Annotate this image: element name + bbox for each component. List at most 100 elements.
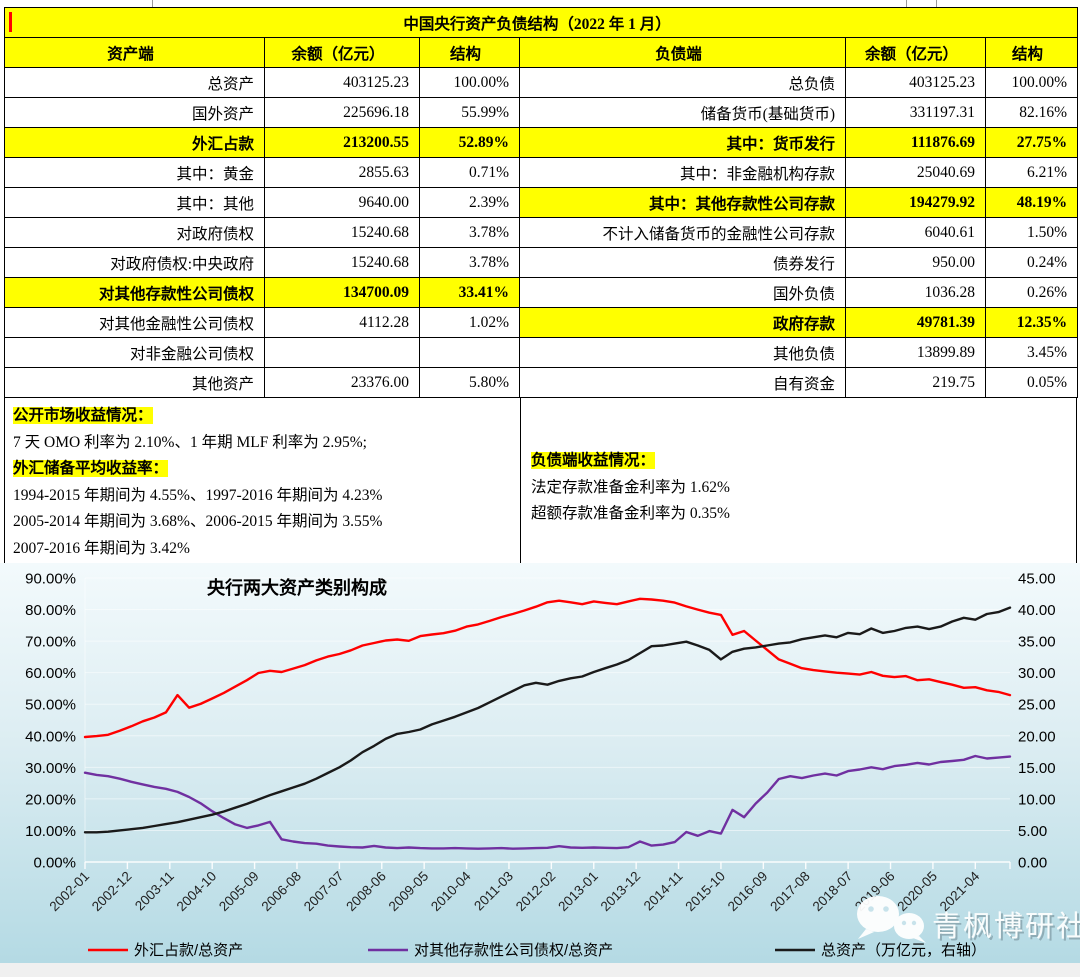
- notes-heading-open-market: 公开市场收益情况：: [13, 407, 153, 424]
- svg-text:80.00%: 80.00%: [25, 602, 76, 619]
- liability-name-cell: 其中：货币发行: [519, 127, 846, 158]
- asset-share-cell: 2.39%: [419, 187, 520, 218]
- bottom-strip: [0, 963, 1080, 977]
- notes-fx-yield-line3: 2007-2016 年期间为 3.42%: [13, 539, 190, 557]
- liability-balance-cell: 331197.31: [845, 97, 986, 128]
- liability-balance-cell: 1036.28: [845, 277, 986, 308]
- header-asset-balance: 余额（亿元）: [264, 37, 420, 68]
- legend-label: 对其他存款性公司债权/总资产: [414, 942, 613, 959]
- asset-share-cell: 100.00%: [419, 67, 520, 98]
- watermark-text: 青枫博研社: [932, 910, 1080, 943]
- watermark-text-shadow: 青枫博研社: [934, 912, 1080, 945]
- notes-heading-fx-reserve-yield: 外汇储备平均收益率：: [13, 460, 169, 477]
- liability-share-cell: 27.75%: [984, 127, 1079, 158]
- table-header-row: 资产端 余额（亿元） 结构 负债端 余额（亿元） 结构: [4, 37, 1079, 68]
- liability-share-cell: 0.24%: [984, 247, 1079, 278]
- svg-text:45.00: 45.00: [1018, 571, 1056, 588]
- asset-share-cell: 33.41%: [419, 277, 520, 308]
- svg-text:5.00: 5.00: [1018, 823, 1047, 840]
- header-asset-side: 资产端: [4, 37, 265, 68]
- svg-text:0.00%: 0.00%: [33, 855, 76, 872]
- header-asset-share: 结构: [419, 37, 520, 68]
- liability-balance-cell: 25040.69: [845, 157, 986, 188]
- legend-label: 外汇占款/总资产: [134, 942, 243, 959]
- asset-name-cell: 对其他存款性公司债权: [4, 277, 265, 308]
- asset-balance-cell: 134700.09: [264, 277, 420, 308]
- notes-liability-side: 负债端收益情况： 法定存款准备金利率为 1.62% 超额存款准备金利率为 0.3…: [521, 398, 1076, 564]
- liability-balance-cell: 950.00: [845, 247, 986, 278]
- x-axis: [84, 861, 1011, 869]
- liability-name-cell: 债券发行: [519, 247, 846, 278]
- asset-balance-cell: 15240.68: [264, 217, 420, 248]
- asset-balance-cell: [264, 337, 420, 368]
- series-fx-ratio: [83, 597, 1012, 739]
- notes-fx-yield-line2: 2005-2014 年期间为 3.68%、2006-2015 年期间为 3.55…: [13, 513, 383, 530]
- table-title-text: 中国央行资产负债结构（2022 年 1 月）: [403, 15, 671, 33]
- table-row: 对其他金融性公司债权 4112.28 1.02% 政府存款 49781.39 12.35%: [4, 307, 1079, 338]
- chart-legend: 外汇占款/总资产 对其他存款性公司债权/总资产 总资产（万亿元，右轴）: [88, 942, 986, 959]
- liability-name-cell: 其他负债: [519, 337, 846, 368]
- asset-name-cell: 对其他金融性公司债权: [4, 307, 265, 338]
- asset-share-cell: 1.02%: [419, 307, 520, 338]
- header-liability-balance: 余额（亿元）: [845, 37, 986, 68]
- asset-composition-chart: 0.00% 10.00% 20.00% 30.00% 40.00% 50.00% 60.00…: [0, 563, 1080, 963]
- svg-text:20.00: 20.00: [1018, 728, 1056, 745]
- liability-share-cell: 82.16%: [984, 97, 1079, 128]
- liability-name-cell: 其中：其他存款性公司存款: [519, 187, 846, 218]
- legend-label: 总资产（万亿元，右轴）: [821, 942, 986, 959]
- wechat-icon: [857, 896, 926, 943]
- red-corner-mark: [9, 12, 12, 32]
- svg-text:20.00%: 20.00%: [25, 791, 76, 808]
- liability-name-cell: 政府存款: [519, 307, 846, 338]
- asset-balance-cell: 23376.00: [264, 367, 420, 398]
- asset-name-cell: 外汇占款: [4, 127, 265, 158]
- liability-share-cell: 3.45%: [984, 337, 1079, 368]
- asset-balance-cell: 403125.23: [264, 67, 420, 98]
- table-row: 外汇占款 213200.55 52.89% 其中：货币发行 111876.69 27.75…: [4, 127, 1079, 158]
- header-liability-side: 负债端: [519, 37, 846, 68]
- y-axis-left: 0.00% 10.00% 20.00% 30.00% 40.00% 50.00% 60.00…: [25, 571, 76, 872]
- notes-asset-side: 公开市场收益情况： 7 天 OMO 利率为 2.10%、1 年期 MLF 利率为…: [5, 398, 521, 564]
- table-row: 对其他存款性公司债权 134700.09 33.41% 国外负债 1036.28 0.26…: [4, 277, 1079, 308]
- svg-text:70.00%: 70.00%: [25, 634, 76, 651]
- liability-name-cell: 自有资金: [519, 367, 846, 398]
- series-total-assets: [83, 606, 1012, 834]
- asset-name-cell: 其中：黄金: [4, 157, 265, 188]
- svg-text:90.00%: 90.00%: [25, 571, 76, 588]
- gridlines: [84, 577, 1010, 862]
- liability-name-cell: 国外负债: [519, 277, 846, 308]
- asset-share-cell: 3.78%: [419, 247, 520, 278]
- liability-share-cell: 48.19%: [984, 187, 1079, 218]
- liability-name-cell: 不计入储备货币的金融性公司存款: [519, 217, 846, 248]
- series-odc-claims-ratio: [83, 754, 1012, 850]
- asset-share-cell: [419, 337, 520, 368]
- asset-balance-cell: 225696.18: [264, 97, 420, 128]
- svg-text:30.00: 30.00: [1018, 665, 1056, 682]
- asset-share-cell: 52.89%: [419, 127, 520, 158]
- asset-balance-cell: 9640.00: [264, 187, 420, 218]
- notes-fx-yield-line1: 1994-2015 年期间为 4.55%、1997-2016 年期间为 4.23…: [13, 486, 383, 504]
- svg-text:10.00: 10.00: [1018, 791, 1056, 808]
- liability-balance-cell: 6040.61: [845, 217, 986, 248]
- notes-omo-mlf-rates: 7 天 OMO 利率为 2.10%、1 年期 MLF 利率为 2.95%;: [13, 433, 367, 451]
- asset-share-cell: 5.80%: [419, 367, 520, 398]
- table-row: 其中：黄金 2855.63 0.71% 其中：非金融机构存款 25040.69 6.21%: [4, 157, 1079, 188]
- svg-text:30.00%: 30.00%: [25, 760, 76, 777]
- liability-balance-cell: 111876.69: [845, 127, 986, 158]
- liability-share-cell: 0.05%: [984, 367, 1079, 398]
- liability-share-cell: 12.35%: [984, 307, 1079, 338]
- liability-balance-cell: 194279.92: [845, 187, 986, 218]
- svg-text:60.00%: 60.00%: [25, 665, 76, 682]
- svg-text:35.00: 35.00: [1018, 634, 1056, 651]
- svg-text:40.00: 40.00: [1018, 602, 1056, 619]
- liability-balance-cell: 219.75: [845, 367, 986, 398]
- liability-share-cell: 6.21%: [984, 157, 1079, 188]
- liability-share-cell: 1.50%: [984, 217, 1079, 248]
- liability-name-cell: 总负债: [519, 67, 846, 98]
- liability-share-cell: 0.26%: [984, 277, 1079, 308]
- table-title-row: 中国央行资产负债结构（2022 年 1 月）: [3, 7, 1079, 38]
- table-row: 总资产 403125.23 100.00% 总负债 403125.23 100.00%: [4, 67, 1079, 98]
- asset-balance-cell: 2855.63: [264, 157, 420, 188]
